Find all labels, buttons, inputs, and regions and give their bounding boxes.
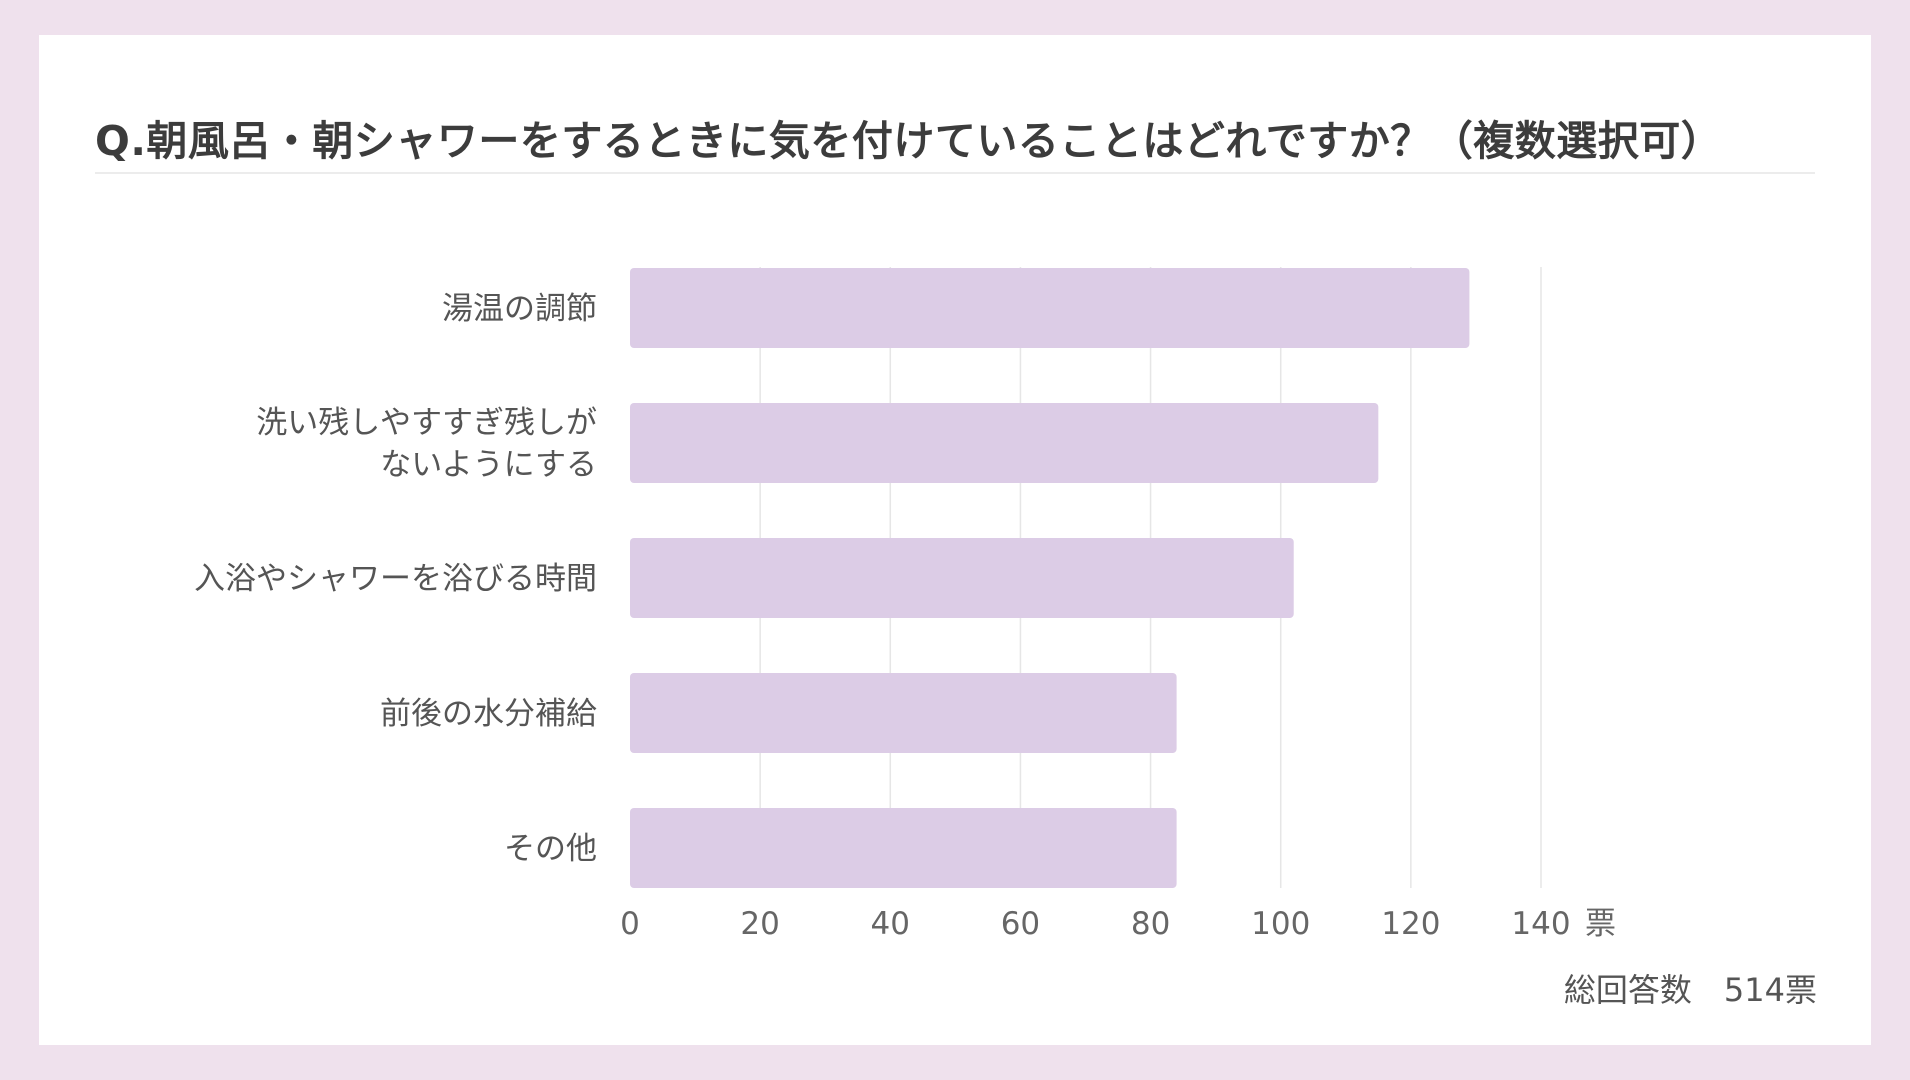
x-tick-label-40: 40 [871, 906, 910, 942]
category-label-3: 前後の水分補給 [380, 696, 597, 732]
total-responses: 総回答数 514票 [1564, 965, 1817, 1011]
category-label-1-line-1: ないようにする [380, 447, 597, 483]
total-label: 総回答数 [1563, 971, 1692, 1009]
x-tick-label-60: 60 [1001, 906, 1040, 942]
bar-2 [630, 538, 1294, 618]
chart-card: Q.朝風呂・朝シャワーをするときに気を付けていることはどれですか？（複数選択可）… [39, 35, 1871, 1045]
bar-4 [630, 808, 1177, 888]
x-tick-label-20: 20 [740, 906, 779, 942]
x-tick-label-100: 100 [1251, 906, 1310, 942]
x-tick-label-120: 120 [1381, 906, 1440, 942]
title-divider [95, 172, 1815, 174]
bar-3 [630, 673, 1177, 753]
x-tick-label-140: 140 [1511, 906, 1570, 942]
x-tick-label-80: 80 [1131, 906, 1170, 942]
category-label-2: 入浴やシャワーを浴びる時間 [194, 561, 597, 597]
x-tick-label-0: 0 [620, 906, 640, 942]
bar-chart: 湯温の調節洗い残しやすすぎ残しがないようにする入浴やシャワーを浴びる時間前後の水… [194, 267, 1616, 942]
chart-title: Q.朝風呂・朝シャワーをするときに気を付けていることはどれですか？（複数選択可） [95, 117, 1723, 165]
category-label-4: その他 [504, 831, 597, 867]
x-unit-label: 票 [1585, 906, 1616, 942]
category-label-0: 湯温の調節 [442, 291, 597, 327]
bar-0 [630, 268, 1470, 348]
total-value: 514票 [1723, 971, 1817, 1009]
bar-1 [630, 403, 1379, 483]
category-label-1-line-0: 洗い残しやすすぎ残しが [256, 405, 597, 441]
